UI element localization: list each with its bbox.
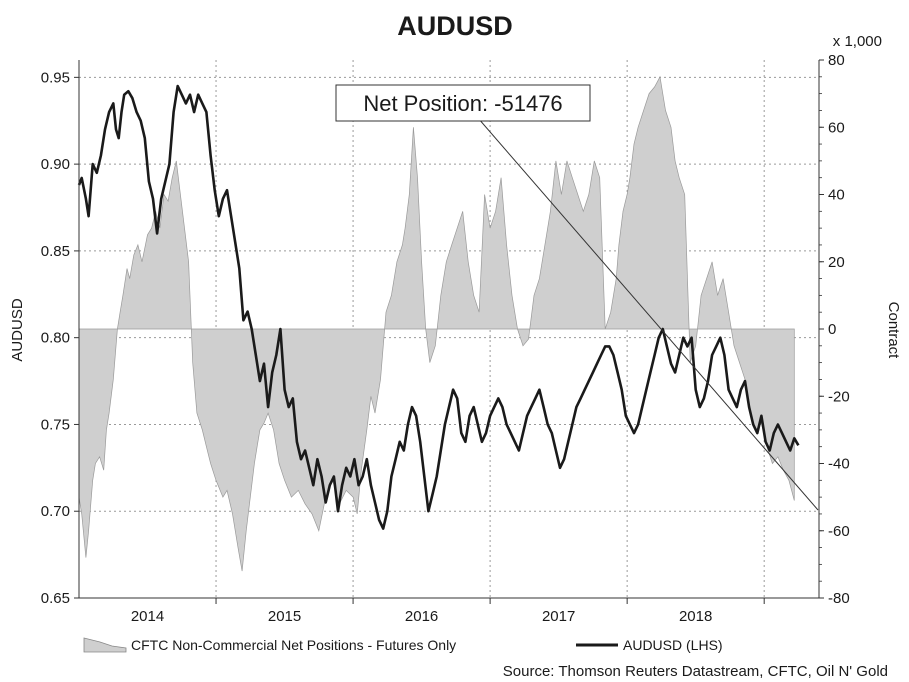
y2-tick-label: -40 <box>828 456 850 473</box>
legend-swatch-area <box>83 637 127 653</box>
legend-item-audusd: AUDUSD (LHS) <box>576 637 723 653</box>
tick-labels: 0.65 0.70 0.75 0.80 0.85 0.90 0.95 -80 -60 -40 -20… <box>41 52 850 625</box>
audusd-line <box>77 84 800 530</box>
x-tick-label-2014: 2014 <box>131 608 164 625</box>
y2-tick-label: 60 <box>828 119 845 136</box>
y2-axis-label: Contract <box>885 302 902 360</box>
y2-tick-label: 0 <box>828 321 836 338</box>
legend: CFTC Non-Commercial Net Positions - Futu… <box>83 637 723 653</box>
y2-tick-label: -60 <box>828 523 850 540</box>
legend-item-cftc: CFTC Non-Commercial Net Positions - Futu… <box>83 637 456 653</box>
x-tick-label-2016: 2016 <box>405 608 438 625</box>
y-tick-label: 0.65 <box>41 590 70 607</box>
y2-multiplier-label: x 1,000 <box>833 33 882 50</box>
y2-tick-label: -20 <box>828 388 850 405</box>
annotation-box <box>335 84 591 122</box>
x-tick-label-2018: 2018 <box>679 608 712 625</box>
x-tick-label-2015: 2015 <box>268 608 301 625</box>
cftc-area-layer <box>78 75 795 572</box>
audusd-line-layer <box>77 84 800 530</box>
y2-tick-label: 80 <box>828 52 845 69</box>
y-tick-label: 0.80 <box>41 330 70 347</box>
axes <box>74 59 824 604</box>
y-tick-label: 0.75 <box>41 416 70 433</box>
y-axis-label: AUDUSD <box>9 298 26 362</box>
legend-label-audusd: AUDUSD (LHS) <box>623 637 723 653</box>
y2-tick-label: -80 <box>828 590 850 607</box>
legend-label-cftc: CFTC Non-Commercial Net Positions - Futu… <box>131 637 456 653</box>
source-note: Source: Thomson Reuters Datastream, CFTC… <box>503 663 888 680</box>
y-tick-label: 0.70 <box>41 503 70 520</box>
y-tick-label: 0.95 <box>41 69 70 86</box>
y2-tick-label: 40 <box>828 187 845 204</box>
annotation-text: Net Position: -51476 <box>363 91 562 116</box>
trend-line <box>477 117 819 511</box>
y-tick-label: 0.85 <box>41 243 70 260</box>
chart-title: AUDUSD <box>397 11 513 41</box>
y2-tick-label: 20 <box>828 254 845 271</box>
y-tick-label: 0.90 <box>41 156 70 173</box>
x-tick-label-2017: 2017 <box>542 608 575 625</box>
cftc-net-positions-area <box>78 75 795 572</box>
